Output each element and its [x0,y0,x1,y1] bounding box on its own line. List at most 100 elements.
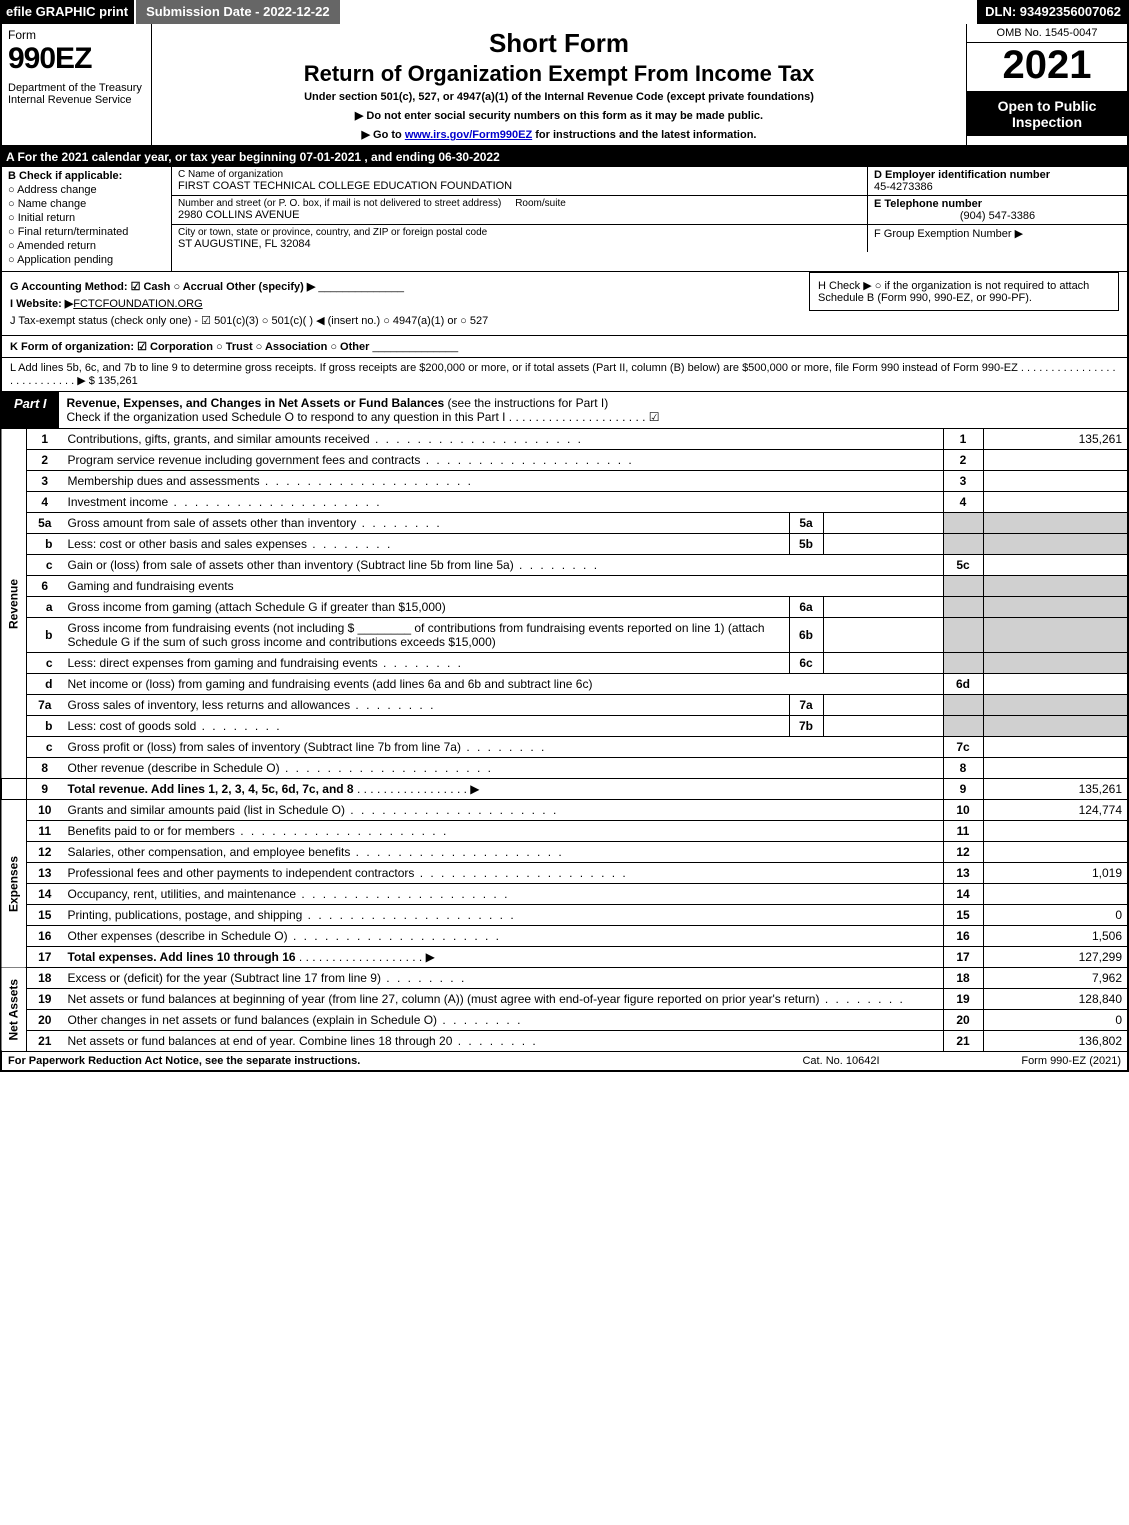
shaded-cell [943,513,983,534]
line-rnum: 21 [943,1031,983,1052]
line-desc: Occupancy, rent, utilities, and maintena… [63,884,944,905]
do-not-enter: ▶ Do not enter social security numbers o… [162,109,956,122]
shaded-cell [943,695,983,716]
line-rnum: 4 [943,492,983,513]
header-left: Form 990EZ Department of the Treasury In… [2,24,152,145]
shaded-cell [983,513,1128,534]
line-rval [983,471,1128,492]
h-box: H Check ▶ ○ if the organization is not r… [809,272,1119,311]
line-rnum: 5c [943,555,983,576]
line-rnum: 6d [943,674,983,695]
line-num: b [27,716,63,737]
efile-print-label[interactable]: efile GRAPHIC print [0,0,134,24]
website-link[interactable]: FCTCFOUNDATION.ORG [73,298,202,310]
goto-link[interactable]: www.irs.gov/Form990EZ [405,129,532,141]
line-num: 4 [27,492,63,513]
line-rnum: 19 [943,989,983,1010]
line-desc: Grants and similar amounts paid (list in… [63,800,944,821]
line-rnum: 11 [943,821,983,842]
mini-val [823,534,943,555]
omb-number: OMB No. 1545-0047 [967,24,1127,43]
line-rnum: 13 [943,863,983,884]
footer: For Paperwork Reduction Act Notice, see … [0,1051,1129,1072]
col-c: C Name of organization FIRST COAST TECHN… [172,167,1127,271]
line-desc: Less: cost of goods sold [63,716,790,737]
line-num: c [27,555,63,576]
line-num: 7a [27,695,63,716]
line-rval: 1,019 [983,863,1128,884]
part-i-tab: Part I [2,392,59,428]
under-section: Under section 501(c), 527, or 4947(a)(1)… [162,91,956,103]
expenses-side-label: Expenses [1,800,27,968]
line-desc: Net income or (loss) from gaming and fun… [63,674,944,695]
shaded-cell [983,534,1128,555]
line-desc: Gross income from gaming (attach Schedul… [63,597,790,618]
line-desc: Membership dues and assessments [63,471,944,492]
mini-val [823,695,943,716]
shaded-cell [943,653,983,674]
line-desc: Gross amount from sale of assets other t… [63,513,790,534]
mini-val [823,653,943,674]
line-num: 10 [27,800,63,821]
line-desc: Gross income from fundraising events (no… [63,618,790,653]
part-i-sub: Check if the organization used Schedule … [67,410,660,424]
col-b: B Check if applicable: Address change Na… [2,167,172,271]
c-label: C Name of organization [178,169,861,180]
netassets-side-label: Net Assets [1,968,27,1052]
part-i-title: Revenue, Expenses, and Changes in Net As… [59,392,1127,428]
line-rval [983,884,1128,905]
check-application-pending[interactable]: Application pending [8,254,165,266]
line-rnum: 14 [943,884,983,905]
line-num: 17 [27,947,63,968]
goto-pre: ▶ Go to [362,129,405,141]
e-label: E Telephone number [874,198,1121,210]
part-i-table: Revenue 1 Contributions, gifts, grants, … [0,428,1129,1051]
top-bar: efile GRAPHIC print Submission Date - 20… [0,0,1129,24]
goto-post: for instructions and the latest informat… [532,129,756,141]
line-desc: Salaries, other compensation, and employ… [63,842,944,863]
mini-val [823,513,943,534]
shaded-cell [983,695,1128,716]
line-rval: 135,261 [983,429,1128,450]
line-desc: Investment income [63,492,944,513]
line-rnum: 17 [943,947,983,968]
return-title: Return of Organization Exempt From Incom… [162,61,956,87]
d-label: D Employer identification number [874,169,1121,181]
check-final-return[interactable]: Final return/terminated [8,226,165,238]
line-rnum: 15 [943,905,983,926]
section-bcdef: B Check if applicable: Address change Na… [0,167,1129,272]
line-desc: Net assets or fund balances at end of ye… [63,1031,944,1052]
mini-num: 6b [789,618,823,653]
mini-num: 7b [789,716,823,737]
line-rval: 1,506 [983,926,1128,947]
l-line: L Add lines 5b, 6c, and 7b to line 9 to … [0,357,1129,392]
line-rval [983,674,1128,695]
line-desc: Other changes in net assets or fund bala… [63,1010,944,1031]
check-address-change[interactable]: Address change [8,184,165,196]
shaded-cell [943,716,983,737]
form-number: 990EZ [8,42,145,76]
line-rval: 135,261 [983,779,1128,800]
line-desc: Gross sales of inventory, less returns a… [63,695,790,716]
footer-right: Form 990-EZ (2021) [941,1055,1121,1067]
line-rnum: 9 [943,779,983,800]
line-rval [983,758,1128,779]
line-desc: Other revenue (describe in Schedule O) [63,758,944,779]
check-name-change[interactable]: Name change [8,198,165,210]
line-rval: 124,774 [983,800,1128,821]
check-initial-return[interactable]: Initial return [8,212,165,224]
line-rval [983,450,1128,471]
mini-num: 5b [789,534,823,555]
check-amended-return[interactable]: Amended return [8,240,165,252]
line-desc: Other expenses (describe in Schedule O) [63,926,944,947]
shaded-cell [983,576,1128,597]
tax-year: 2021 [967,43,1127,92]
line-rnum: 16 [943,926,983,947]
line-num: 19 [27,989,63,1010]
line-num: b [27,534,63,555]
mini-num: 5a [789,513,823,534]
line-rnum: 2 [943,450,983,471]
line-num: c [27,653,63,674]
e-block: E Telephone number (904) 547-3386 [867,196,1127,224]
header-center: Short Form Return of Organization Exempt… [152,24,967,145]
